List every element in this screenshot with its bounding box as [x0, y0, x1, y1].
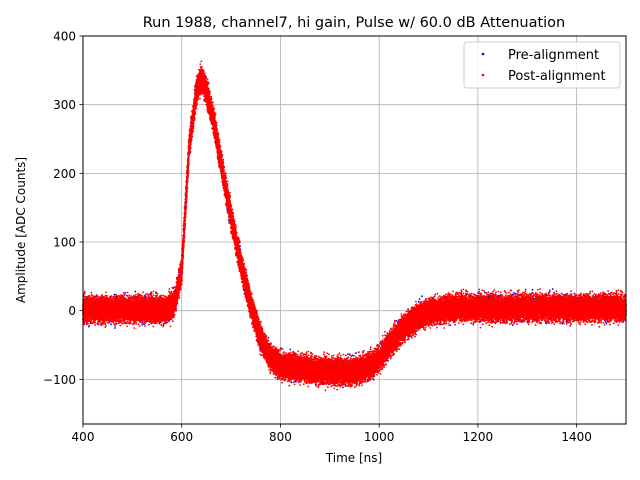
- data-points: [82, 60, 627, 392]
- data-point: [347, 353, 349, 356]
- data-point: [134, 290, 137, 293]
- data-point: [87, 322, 89, 325]
- data-point: [83, 290, 86, 293]
- data-point: [227, 219, 230, 221]
- data-point: [94, 321, 96, 324]
- data-point: [551, 288, 554, 290]
- data-point: [113, 293, 116, 296]
- data-point: [417, 300, 420, 303]
- data-point: [418, 298, 421, 300]
- data-point: [89, 295, 91, 298]
- data-point: [489, 292, 492, 295]
- data-point: [83, 323, 86, 326]
- data-point: [88, 324, 91, 327]
- data-point: [421, 295, 423, 298]
- data-point: [114, 327, 116, 329]
- data-point: [289, 348, 292, 351]
- data-point: [573, 292, 576, 295]
- data-point: [91, 294, 93, 297]
- data-point: [484, 291, 486, 294]
- data-point: [90, 291, 93, 294]
- data-point: [276, 378, 279, 381]
- data-point: [605, 322, 608, 325]
- data-point: [511, 324, 514, 326]
- data-point: [141, 324, 144, 326]
- data-point: [267, 337, 270, 339]
- data-point: [357, 351, 360, 353]
- data-point: [553, 291, 555, 294]
- data-point: [531, 288, 534, 291]
- data-point: [126, 294, 128, 297]
- data-point: [94, 296, 97, 298]
- data-point: [342, 386, 344, 389]
- data-point: [94, 324, 96, 326]
- data-point: [123, 292, 125, 294]
- data-point: [295, 381, 297, 383]
- data-point: [407, 308, 409, 311]
- data-point: [141, 322, 144, 324]
- data-point: [95, 294, 98, 297]
- data-point: [110, 323, 112, 326]
- data-point: [84, 296, 87, 298]
